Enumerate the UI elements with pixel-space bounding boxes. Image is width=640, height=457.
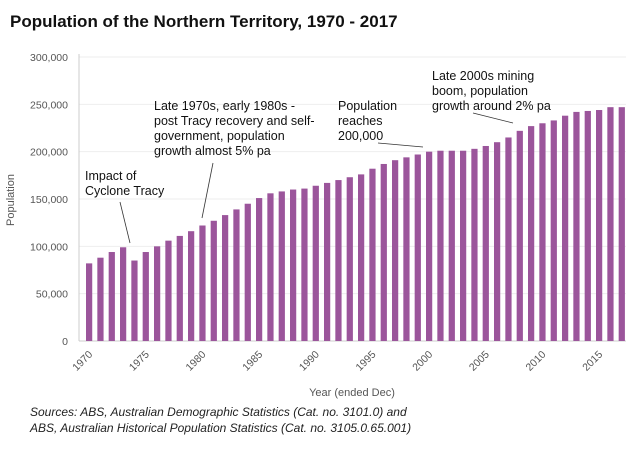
bar-1996	[380, 163, 387, 341]
bar-2017	[618, 107, 625, 341]
bar-1977	[165, 240, 172, 341]
bar-1993	[346, 177, 353, 341]
bar-1981	[210, 220, 217, 341]
annotation-text: boom, population	[432, 84, 528, 98]
bar-1995	[369, 168, 376, 341]
bar-2015	[596, 110, 603, 341]
bar-1979	[188, 231, 195, 341]
bar-2001	[437, 150, 444, 341]
annotation-text: growth around 2% pa	[432, 99, 551, 113]
bar-2013	[573, 111, 580, 341]
annotation-text: Late 2000s mining	[432, 69, 534, 83]
x-tick-label: 1990	[297, 349, 322, 374]
bar-2009	[528, 126, 535, 342]
y-axis-label: Population	[5, 174, 17, 226]
annotation-text: post Tracy recovery and self-	[154, 114, 314, 128]
bar-1997	[392, 160, 399, 341]
bar-2007	[505, 137, 512, 341]
annotation-text: 200,000	[338, 129, 383, 143]
bar-1991	[324, 182, 331, 341]
x-tick-label: 2015	[580, 349, 605, 374]
y-tick-label: 0	[62, 336, 68, 348]
bar-1984	[244, 203, 251, 341]
x-tick-label: 2005	[467, 349, 492, 374]
bar-2010	[539, 123, 546, 342]
bar-2016	[607, 107, 614, 341]
annotation-text: government, population	[154, 129, 285, 143]
bar-1970	[86, 263, 93, 341]
bar-1971	[97, 257, 104, 341]
annotation-text: Impact of	[85, 169, 137, 183]
bar-2004	[471, 148, 478, 341]
bar-1976	[154, 246, 161, 341]
bar-1985	[256, 198, 263, 341]
annotation-leader-line	[119, 201, 131, 244]
y-tick-label: 150,000	[30, 194, 68, 206]
annotation-text: Cyclone Tracy	[85, 184, 165, 198]
bar-2011	[550, 120, 557, 341]
sources-line-2: ABS, Australian Historical Population St…	[29, 421, 411, 435]
bar-1994	[358, 174, 365, 341]
x-tick-label: 1980	[184, 349, 209, 374]
bar-1973	[120, 247, 127, 341]
y-tick-label: 100,000	[30, 241, 68, 253]
annotation-leader-line	[377, 142, 424, 148]
bar-2003	[460, 150, 467, 341]
bar-2014	[584, 110, 591, 342]
bar-1980	[199, 225, 206, 341]
bar-1983	[233, 209, 240, 341]
chart-title: Population of the Northern Territory, 19…	[10, 12, 398, 31]
x-axis-label: Year (ended Dec)	[309, 387, 395, 399]
x-tick-label: 2010	[524, 349, 549, 374]
annotation-leader-line	[201, 162, 214, 219]
x-tick-label: 1995	[354, 349, 379, 374]
bar-1988	[290, 189, 297, 341]
bar-2000	[426, 151, 433, 341]
bar-1987	[278, 191, 285, 341]
annotation-text: reaches	[338, 114, 382, 128]
bar-2005	[482, 145, 489, 341]
annotation-leader-line	[472, 112, 514, 124]
x-tick-label: 1975	[127, 349, 152, 374]
y-tick-label: 200,000	[30, 147, 68, 159]
y-tick-label: 250,000	[30, 99, 68, 111]
x-tick-label: 2000	[410, 349, 435, 374]
bar-2012	[562, 115, 569, 342]
bar-1992	[335, 180, 342, 341]
x-tick-label: 1970	[70, 349, 95, 374]
bar-1972	[108, 252, 115, 341]
bar-1978	[176, 235, 183, 341]
bar-2006	[494, 142, 501, 341]
x-tick-label: 1985	[240, 349, 265, 374]
annotation-text: growth almost 5% pa	[154, 144, 271, 158]
sources-line-1: Sources: ABS, Australian Demographic Sta…	[30, 405, 407, 419]
bar-1975	[142, 252, 149, 341]
bar-1989	[301, 188, 308, 341]
bar-1974	[131, 260, 138, 341]
bar-1998	[403, 157, 410, 341]
annotation-text: Population	[338, 99, 397, 113]
annotation-text: Late 1970s, early 1980s -	[154, 99, 295, 113]
bar-1999	[414, 154, 421, 341]
bar-1990	[312, 185, 319, 341]
y-tick-label: 300,000	[30, 52, 68, 64]
bar-2008	[516, 130, 523, 341]
bar-2002	[448, 150, 455, 341]
bar-1982	[222, 215, 229, 341]
bar-1986	[267, 193, 274, 341]
y-tick-label: 50,000	[36, 289, 68, 301]
